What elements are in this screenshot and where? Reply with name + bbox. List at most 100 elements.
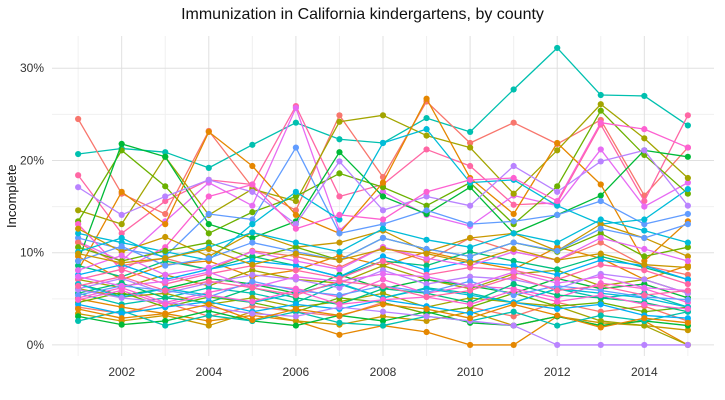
data-point	[510, 280, 517, 288]
data-point	[467, 259, 474, 266]
data-point	[467, 253, 474, 260]
data-point	[423, 280, 430, 288]
data-point	[249, 229, 256, 236]
data-point	[423, 126, 430, 133]
data-point	[641, 322, 648, 329]
x-tick-label: 2014	[631, 365, 658, 379]
data-point	[118, 315, 125, 322]
data-point	[510, 257, 517, 265]
data-point	[249, 316, 256, 324]
data-point	[510, 268, 517, 276]
data-point	[510, 162, 517, 170]
county-points	[75, 147, 691, 228]
data-point	[423, 250, 430, 257]
data-point	[467, 282, 474, 290]
data-point	[118, 294, 125, 302]
data-point	[379, 188, 387, 195]
data-point	[423, 317, 430, 325]
data-point	[379, 322, 387, 329]
data-point	[510, 201, 517, 208]
data-point	[75, 184, 82, 191]
data-point	[292, 207, 299, 214]
data-point	[510, 119, 517, 126]
data-point	[75, 305, 82, 313]
data-point	[292, 193, 299, 200]
county-points	[75, 273, 691, 301]
x-tick-label: 2008	[370, 365, 397, 379]
data-point	[249, 181, 256, 188]
data-point	[162, 233, 169, 241]
data-point	[597, 312, 604, 319]
data-point	[554, 292, 561, 299]
data-point	[554, 197, 561, 205]
data-point	[379, 276, 387, 283]
data-point	[118, 273, 125, 280]
data-point	[292, 305, 299, 313]
data-point	[641, 253, 648, 260]
data-point	[684, 305, 691, 313]
data-point	[75, 301, 82, 308]
data-point	[336, 292, 343, 299]
data-point	[336, 239, 343, 246]
data-point	[292, 322, 299, 329]
data-point	[205, 210, 212, 218]
data-point	[597, 341, 604, 349]
data-point	[162, 221, 169, 228]
data-point	[162, 153, 169, 160]
data-point	[423, 328, 430, 336]
data-point	[205, 317, 212, 325]
data-point	[205, 264, 212, 271]
data-point	[554, 211, 561, 219]
data-point	[467, 278, 474, 285]
data-point	[249, 234, 256, 242]
data-point	[684, 153, 691, 160]
data-point	[597, 324, 604, 331]
data-point	[118, 266, 125, 273]
data-point	[597, 225, 604, 232]
data-point	[597, 250, 604, 257]
x-tick-label: 2004	[195, 365, 222, 379]
data-point	[292, 273, 299, 280]
data-point	[249, 188, 256, 195]
data-point	[75, 296, 82, 303]
data-point	[336, 149, 343, 156]
data-point	[336, 216, 343, 223]
data-point	[292, 244, 299, 251]
data-point	[379, 296, 387, 303]
data-point	[641, 135, 648, 142]
data-point	[205, 292, 212, 299]
data-point	[336, 301, 343, 308]
data-point	[75, 244, 82, 251]
data-point	[684, 112, 691, 119]
x-tick-label: 2010	[457, 365, 484, 379]
data-point	[423, 188, 430, 195]
data-point	[641, 151, 648, 159]
data-point	[597, 119, 604, 126]
data-point	[336, 211, 343, 219]
data-point	[641, 147, 648, 154]
data-point	[118, 140, 125, 147]
data-point	[162, 247, 169, 254]
data-point	[249, 267, 256, 274]
data-point	[162, 287, 169, 294]
x-tick-label: 2006	[283, 365, 310, 379]
data-point	[684, 280, 691, 288]
data-point	[641, 216, 648, 223]
data-point	[423, 95, 430, 102]
data-point	[684, 257, 691, 265]
data-point	[597, 317, 604, 325]
data-point	[75, 172, 82, 179]
data-point	[379, 282, 387, 290]
data-point	[249, 221, 256, 228]
data-point	[597, 146, 604, 153]
data-point	[684, 221, 691, 228]
data-point	[379, 207, 387, 214]
data-point	[423, 293, 430, 301]
data-point	[379, 216, 387, 223]
data-point	[249, 248, 256, 255]
data-point	[684, 315, 691, 322]
data-point	[379, 225, 387, 232]
data-point	[292, 292, 299, 299]
data-point	[423, 132, 430, 139]
data-point	[510, 308, 517, 315]
